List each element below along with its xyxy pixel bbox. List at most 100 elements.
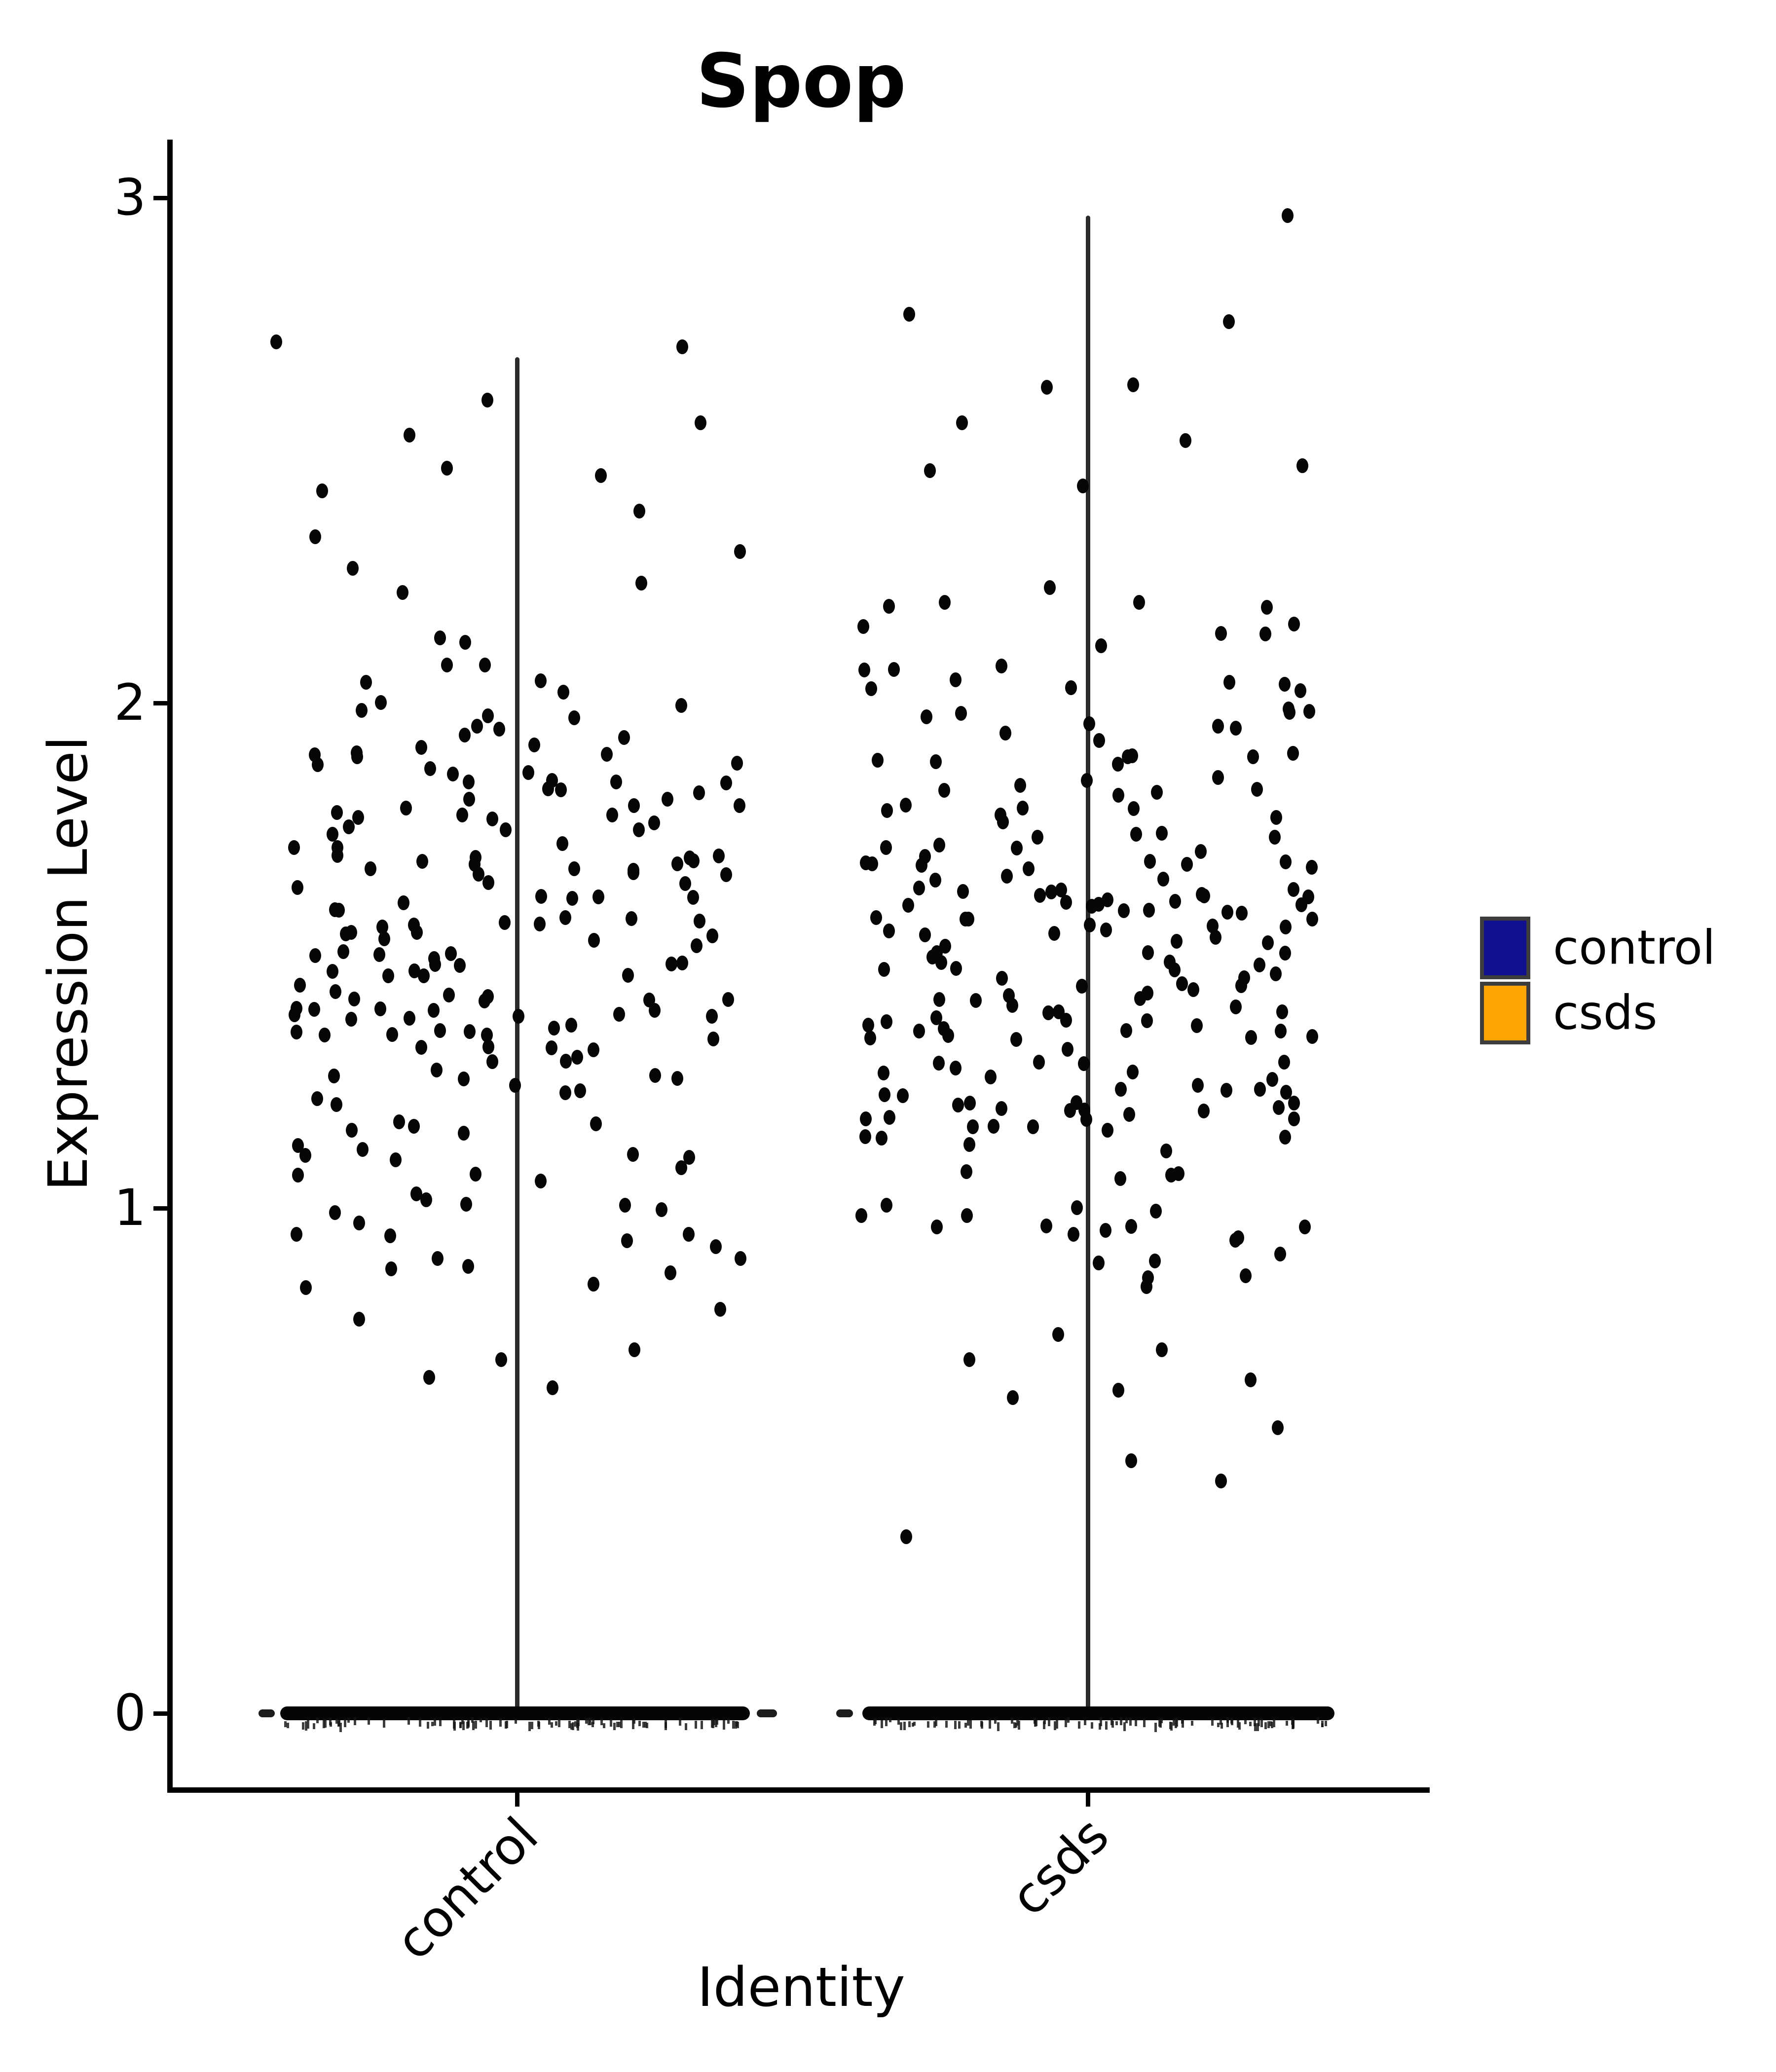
zero-band-point-tick — [329, 1718, 332, 1725]
scatter-point — [1140, 1279, 1152, 1295]
scatter-point — [627, 865, 639, 880]
scatter-point — [1118, 903, 1130, 919]
scatter-point — [545, 1040, 557, 1055]
scatter-point — [1095, 638, 1108, 654]
scatter-point — [454, 958, 466, 973]
scatter-point — [592, 889, 605, 904]
scatter-point — [1306, 859, 1318, 875]
zero-band-point-tick — [967, 1720, 970, 1726]
scatter-point — [568, 710, 580, 726]
scatter-point — [441, 460, 453, 476]
scatter-point — [1045, 884, 1057, 899]
scatter-point — [587, 1042, 599, 1058]
scatter-point — [706, 1008, 718, 1024]
legend-label-csds: csds — [1553, 986, 1658, 1040]
zero-band-point-tick — [431, 1721, 434, 1727]
scatter-point — [481, 392, 493, 407]
zero-band-point-tick — [1226, 1719, 1229, 1728]
scatter-point — [309, 529, 322, 544]
scatter-point — [434, 630, 446, 645]
scatter-point — [997, 814, 1009, 829]
scatter-point — [471, 718, 483, 734]
y-tick-label: 1 — [114, 1179, 146, 1237]
zero-band-point-tick — [1244, 1720, 1247, 1724]
scatter-point — [1125, 1219, 1137, 1234]
scatter-point — [374, 1001, 387, 1016]
zero-band-point-tick — [1016, 1719, 1019, 1726]
zero-band-point-tick — [368, 1718, 370, 1725]
zero-band-point-tick — [609, 1719, 612, 1727]
scatter-point — [883, 923, 895, 938]
zero-band-point-tick — [329, 1722, 332, 1727]
scatter-point — [311, 1091, 323, 1107]
zero-band-point-tick — [287, 1722, 290, 1728]
scatter-point — [1023, 861, 1035, 877]
scatter-point — [1221, 904, 1233, 920]
scatter-point — [950, 1061, 962, 1076]
zero-band-point-tick — [945, 1721, 948, 1728]
scatter-point — [470, 1167, 482, 1182]
scatter-point — [610, 775, 622, 790]
scatter-point — [360, 674, 372, 690]
zero-band-point-tick — [954, 1720, 957, 1729]
plot-title: Spop — [696, 38, 906, 124]
scatter-point — [1288, 617, 1300, 632]
scatter-point — [962, 911, 975, 926]
scatter-point — [326, 827, 338, 842]
scatter-point — [881, 803, 893, 818]
zero-band-point-tick — [1134, 1720, 1137, 1726]
scatter-point — [878, 962, 890, 977]
zero-band-point-tick — [383, 1719, 386, 1728]
zero-band-point-tick — [418, 1719, 421, 1727]
zero-band-point-tick — [1170, 1722, 1173, 1731]
scatter-point — [671, 856, 684, 871]
scatter-point — [879, 1087, 891, 1102]
zero-band-point-tick — [577, 1718, 580, 1727]
scatter-point — [1212, 770, 1224, 785]
scatter-point — [590, 1116, 602, 1132]
scatter-point — [1165, 1168, 1178, 1183]
scatter-point — [859, 1129, 871, 1144]
zero-band-point-tick — [1230, 1719, 1233, 1726]
x-tick-mark — [1085, 1793, 1090, 1807]
violin-center-line — [515, 357, 519, 1713]
zero-band-point-tick — [407, 1717, 410, 1725]
scatter-point — [1042, 1005, 1055, 1020]
scatter-point — [408, 1118, 420, 1134]
zero-band-point-tick — [1324, 1720, 1327, 1726]
scatter-point — [588, 933, 600, 948]
scatter-point — [400, 801, 412, 816]
zero-band-point-tick — [1238, 1722, 1241, 1730]
scatter-point — [1144, 853, 1156, 869]
zero-band-point-tick — [433, 1718, 436, 1726]
scatter-point — [1033, 1054, 1045, 1070]
zero-band-point-tick — [873, 1719, 876, 1726]
legend-swatch-control — [1480, 917, 1530, 979]
scatter-point — [1014, 777, 1027, 793]
scatter-point — [606, 808, 618, 823]
zero-band-point-tick — [1160, 1718, 1163, 1723]
scatter-point — [1254, 1082, 1266, 1097]
zero-band-point-tick — [1035, 1720, 1037, 1727]
zero-band-point-tick — [439, 1720, 442, 1726]
scatter-point — [318, 1027, 331, 1042]
scatter-point — [1240, 1268, 1252, 1284]
zero-band-point-tick — [988, 1719, 991, 1729]
x-axis-spine — [167, 1787, 1430, 1793]
scatter-point — [888, 662, 900, 677]
zero-band-point-tick — [528, 1722, 531, 1732]
zero-band-point-tick — [716, 1718, 718, 1725]
scatter-point — [1236, 905, 1248, 921]
scatter-point — [628, 798, 640, 814]
scatter-point — [566, 891, 579, 906]
scatter-point — [1215, 1473, 1227, 1488]
zero-band-point-tick — [1270, 1722, 1273, 1728]
scatter-point — [1000, 869, 1013, 884]
scatter-point — [671, 1071, 683, 1086]
scatter-point — [722, 992, 734, 1007]
scatter-point — [883, 599, 895, 614]
scatter-point — [1245, 1372, 1257, 1388]
y-axis-spine — [167, 140, 173, 1793]
zero-band-point-tick — [631, 1720, 634, 1730]
scatter-point — [690, 938, 703, 954]
